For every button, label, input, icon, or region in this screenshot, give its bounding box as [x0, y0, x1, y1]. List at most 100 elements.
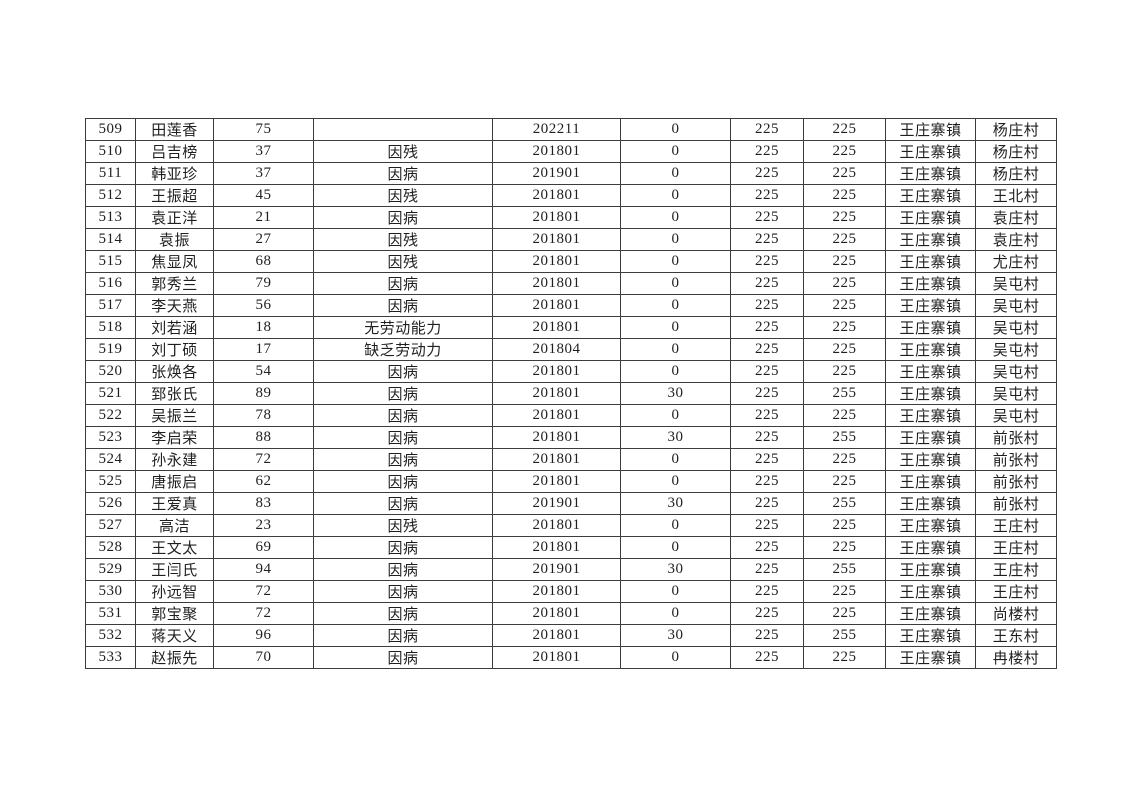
cell-village: 袁庄村	[975, 206, 1057, 229]
cell-town: 王庄寨镇	[885, 536, 976, 559]
cell-village: 尚楼村	[975, 602, 1057, 625]
cell-village: 吴屯村	[975, 272, 1057, 295]
cell-village: 杨庄村	[975, 162, 1057, 185]
table-row: 515 焦显凤 68 因残 201801 0 225 225 王庄寨镇 尤庄村	[85, 250, 1057, 273]
cell-base: 225	[730, 404, 804, 427]
cell-town: 王庄寨镇	[885, 118, 976, 141]
cell-reason: 缺乏劳动力	[313, 338, 493, 361]
cell-base: 225	[730, 492, 804, 515]
cell-id: 524	[85, 448, 136, 471]
cell-name: 李天燕	[135, 294, 214, 317]
cell-town: 王庄寨镇	[885, 140, 976, 163]
cell-base: 225	[730, 272, 804, 295]
cell-base: 225	[730, 338, 804, 361]
cell-adjust: 0	[620, 448, 731, 471]
cell-age: 69	[213, 536, 314, 559]
cell-id: 525	[85, 470, 136, 493]
cell-reason: 因残	[313, 250, 493, 273]
cell-date: 201901	[492, 558, 621, 581]
cell-total: 255	[803, 558, 886, 581]
cell-name: 蒋天义	[135, 624, 214, 647]
cell-total: 255	[803, 492, 886, 515]
cell-village: 王北村	[975, 184, 1057, 207]
cell-date: 201801	[492, 624, 621, 647]
cell-date: 201801	[492, 448, 621, 471]
cell-age: 23	[213, 514, 314, 537]
cell-age: 62	[213, 470, 314, 493]
cell-age: 54	[213, 360, 314, 383]
cell-total: 225	[803, 580, 886, 603]
table-row: 518 刘若涵 18 无劳动能力 201801 0 225 225 王庄寨镇 吴屯村	[85, 316, 1057, 339]
cell-date: 201901	[492, 162, 621, 185]
cell-age: 72	[213, 602, 314, 625]
cell-name: 王文太	[135, 536, 214, 559]
cell-town: 王庄寨镇	[885, 580, 976, 603]
cell-adjust: 0	[620, 272, 731, 295]
table-row: 523 李启荣 88 因病 201801 30 225 255 王庄寨镇 前张村	[85, 426, 1057, 449]
cell-total: 225	[803, 140, 886, 163]
cell-base: 225	[730, 228, 804, 251]
cell-village: 前张村	[975, 492, 1057, 515]
cell-id: 520	[85, 360, 136, 383]
cell-name: 赵振先	[135, 646, 214, 669]
cell-date: 201801	[492, 294, 621, 317]
cell-name: 王闫氏	[135, 558, 214, 581]
table-row: 522 吴振兰 78 因病 201801 0 225 225 王庄寨镇 吴屯村	[85, 404, 1057, 427]
cell-date: 201801	[492, 360, 621, 383]
cell-village: 王庄村	[975, 558, 1057, 581]
cell-id: 511	[85, 162, 136, 185]
cell-date: 201901	[492, 492, 621, 515]
cell-village: 袁庄村	[975, 228, 1057, 251]
cell-town: 王庄寨镇	[885, 404, 976, 427]
cell-total: 225	[803, 470, 886, 493]
cell-id: 515	[85, 250, 136, 273]
cell-age: 78	[213, 404, 314, 427]
cell-adjust: 30	[620, 426, 731, 449]
cell-town: 王庄寨镇	[885, 184, 976, 207]
cell-id: 521	[85, 382, 136, 405]
cell-adjust: 0	[620, 404, 731, 427]
cell-village: 尤庄村	[975, 250, 1057, 273]
cell-age: 94	[213, 558, 314, 581]
cell-village: 王庄村	[975, 514, 1057, 537]
cell-reason: 因病	[313, 404, 493, 427]
cell-total: 225	[803, 118, 886, 141]
cell-adjust: 0	[620, 580, 731, 603]
cell-reason: 因病	[313, 426, 493, 449]
cell-reason: 因病	[313, 272, 493, 295]
cell-town: 王庄寨镇	[885, 448, 976, 471]
cell-adjust: 0	[620, 118, 731, 141]
cell-adjust: 0	[620, 184, 731, 207]
table-row: 520 张焕各 54 因病 201801 0 225 225 王庄寨镇 吴屯村	[85, 360, 1057, 383]
cell-base: 225	[730, 162, 804, 185]
cell-date: 201801	[492, 140, 621, 163]
cell-total: 225	[803, 228, 886, 251]
cell-village: 王庄村	[975, 580, 1057, 603]
cell-age: 96	[213, 624, 314, 647]
cell-age: 37	[213, 140, 314, 163]
cell-name: 焦显凤	[135, 250, 214, 273]
cell-id: 517	[85, 294, 136, 317]
cell-date: 201801	[492, 426, 621, 449]
cell-age: 68	[213, 250, 314, 273]
cell-reason: 因残	[313, 184, 493, 207]
cell-adjust: 0	[620, 602, 731, 625]
cell-id: 514	[85, 228, 136, 251]
cell-date: 201801	[492, 250, 621, 273]
table-row: 514 袁振 27 因残 201801 0 225 225 王庄寨镇 袁庄村	[85, 228, 1057, 251]
cell-village: 王东村	[975, 624, 1057, 647]
cell-total: 225	[803, 272, 886, 295]
cell-total: 225	[803, 514, 886, 537]
cell-name: 袁正洋	[135, 206, 214, 229]
cell-town: 王庄寨镇	[885, 624, 976, 647]
cell-date: 201801	[492, 470, 621, 493]
cell-base: 225	[730, 250, 804, 273]
cell-reason: 因病	[313, 624, 493, 647]
cell-age: 72	[213, 448, 314, 471]
cell-date: 201801	[492, 316, 621, 339]
cell-age: 27	[213, 228, 314, 251]
cell-adjust: 30	[620, 624, 731, 647]
cell-id: 509	[85, 118, 136, 141]
table-row: 525 唐振启 62 因病 201801 0 225 225 王庄寨镇 前张村	[85, 470, 1057, 493]
